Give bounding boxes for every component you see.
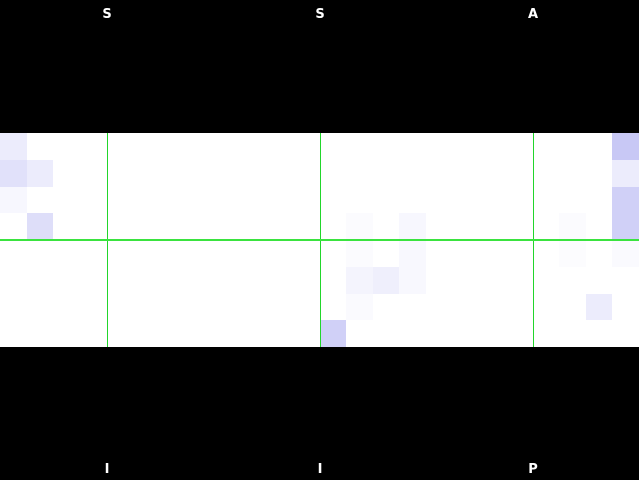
grid-cell	[559, 240, 586, 267]
horizontal-gridline	[0, 239, 639, 241]
grid-cell	[399, 213, 426, 240]
grid-cell	[0, 133, 27, 160]
grid-cell	[0, 186, 27, 214]
grid-cell	[26, 159, 54, 187]
grid-cell	[559, 213, 586, 240]
grid-cell	[585, 293, 613, 321]
column-label-bottom-2: I	[317, 462, 323, 477]
grid-cell	[346, 213, 373, 240]
grid-cell	[372, 266, 400, 294]
grid-cell	[346, 293, 373, 321]
grid-cell	[612, 213, 639, 240]
column-label-top-1: S	[102, 7, 112, 22]
grid-cell	[0, 159, 27, 187]
grid-cell	[612, 159, 639, 187]
grid-cell	[399, 266, 426, 294]
grid-cell	[319, 320, 347, 347]
column-label-top-2: S	[315, 7, 325, 22]
grid-cell	[399, 240, 426, 267]
grid-panel	[0, 133, 639, 347]
column-label-top-3: A	[527, 7, 539, 22]
grid-cell	[612, 186, 639, 214]
grid-cell	[346, 240, 373, 267]
column-label-bottom-3: P	[528, 462, 538, 477]
column-label-bottom-1: I	[104, 462, 110, 477]
grid-cell	[612, 133, 639, 160]
grid-cell	[346, 266, 373, 294]
grid-cell	[612, 240, 639, 267]
grid-cell	[26, 213, 54, 240]
